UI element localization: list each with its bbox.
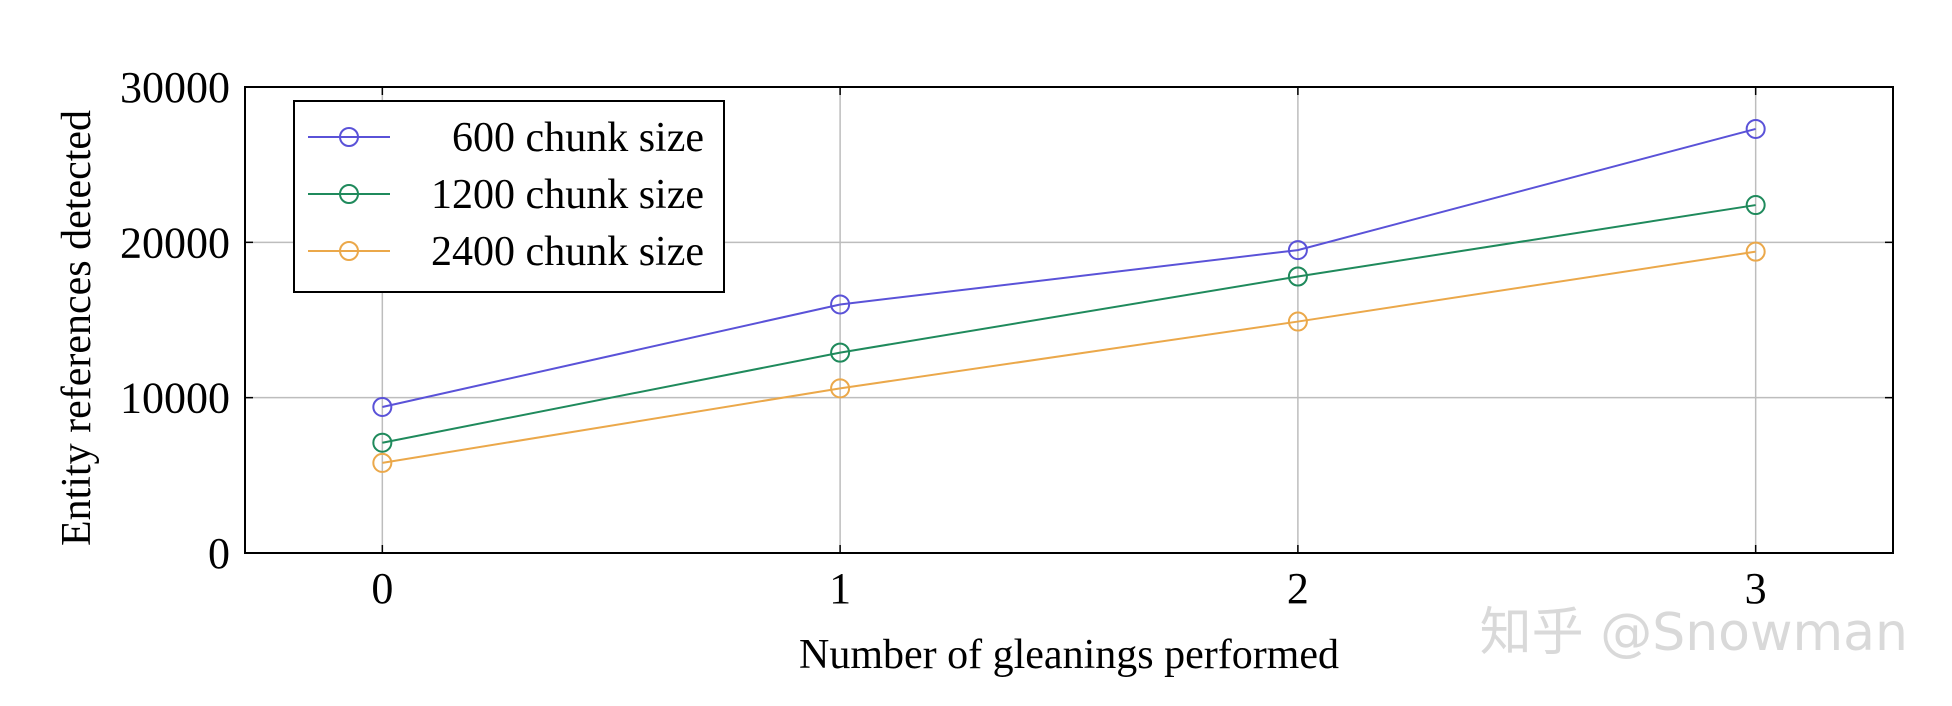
data-point xyxy=(1745,118,1766,139)
legend-item: 2400 chunk size xyxy=(308,229,704,275)
y-tick-label: 30000 xyxy=(120,63,230,112)
legend: 600 chunk size 1200 chunk size 2400 chunk … xyxy=(293,100,725,293)
legend-label: 2400 chunk size xyxy=(431,229,704,275)
series-line xyxy=(382,250,1756,464)
x-tick-labels: 0 1 2 3 xyxy=(371,87,1767,613)
series-line xyxy=(382,127,1756,408)
data-point xyxy=(372,396,393,417)
legend-box xyxy=(293,100,725,293)
y-tick-label: 10000 xyxy=(120,374,230,423)
watermark-text: 知乎 @Snowman xyxy=(1480,603,1908,663)
legend-marker xyxy=(339,184,359,204)
data-point xyxy=(1287,266,1308,287)
data-point xyxy=(372,432,393,453)
series-2 xyxy=(372,241,1766,473)
x-axis-label: Number of gleanings performed xyxy=(799,632,1339,678)
y-tick-label: 0 xyxy=(208,529,230,578)
series-layer xyxy=(372,118,1766,473)
data-point xyxy=(830,294,851,315)
y-axis-label: Entity references detected xyxy=(54,110,100,546)
legend-item: 1200 chunk size xyxy=(308,172,704,218)
x-tick-label: 1 xyxy=(829,564,851,613)
data-point xyxy=(1745,195,1766,216)
series-line xyxy=(382,204,1756,444)
x-tick-label: 0 xyxy=(371,564,393,613)
x-tick-label: 3 xyxy=(1745,564,1767,613)
series-1 xyxy=(372,195,1766,453)
legend-item: 600 chunk size xyxy=(308,115,704,161)
data-point xyxy=(1287,240,1308,261)
data-point xyxy=(830,378,851,399)
data-point xyxy=(1745,241,1766,262)
legend-marker xyxy=(339,241,359,261)
data-point xyxy=(1287,311,1308,332)
legend-label: 1200 chunk size xyxy=(431,172,704,218)
legend-marker xyxy=(339,127,359,147)
x-tick-label: 2 xyxy=(1287,564,1309,613)
y-tick-label: 20000 xyxy=(120,218,230,267)
series-0 xyxy=(372,118,1766,417)
data-point xyxy=(830,342,851,363)
plot-frame xyxy=(244,86,1894,554)
y-tick-labels: 0 10000 20000 30000 xyxy=(120,63,1893,578)
legend-label: 600 chunk size xyxy=(452,115,704,161)
data-point xyxy=(372,452,393,473)
